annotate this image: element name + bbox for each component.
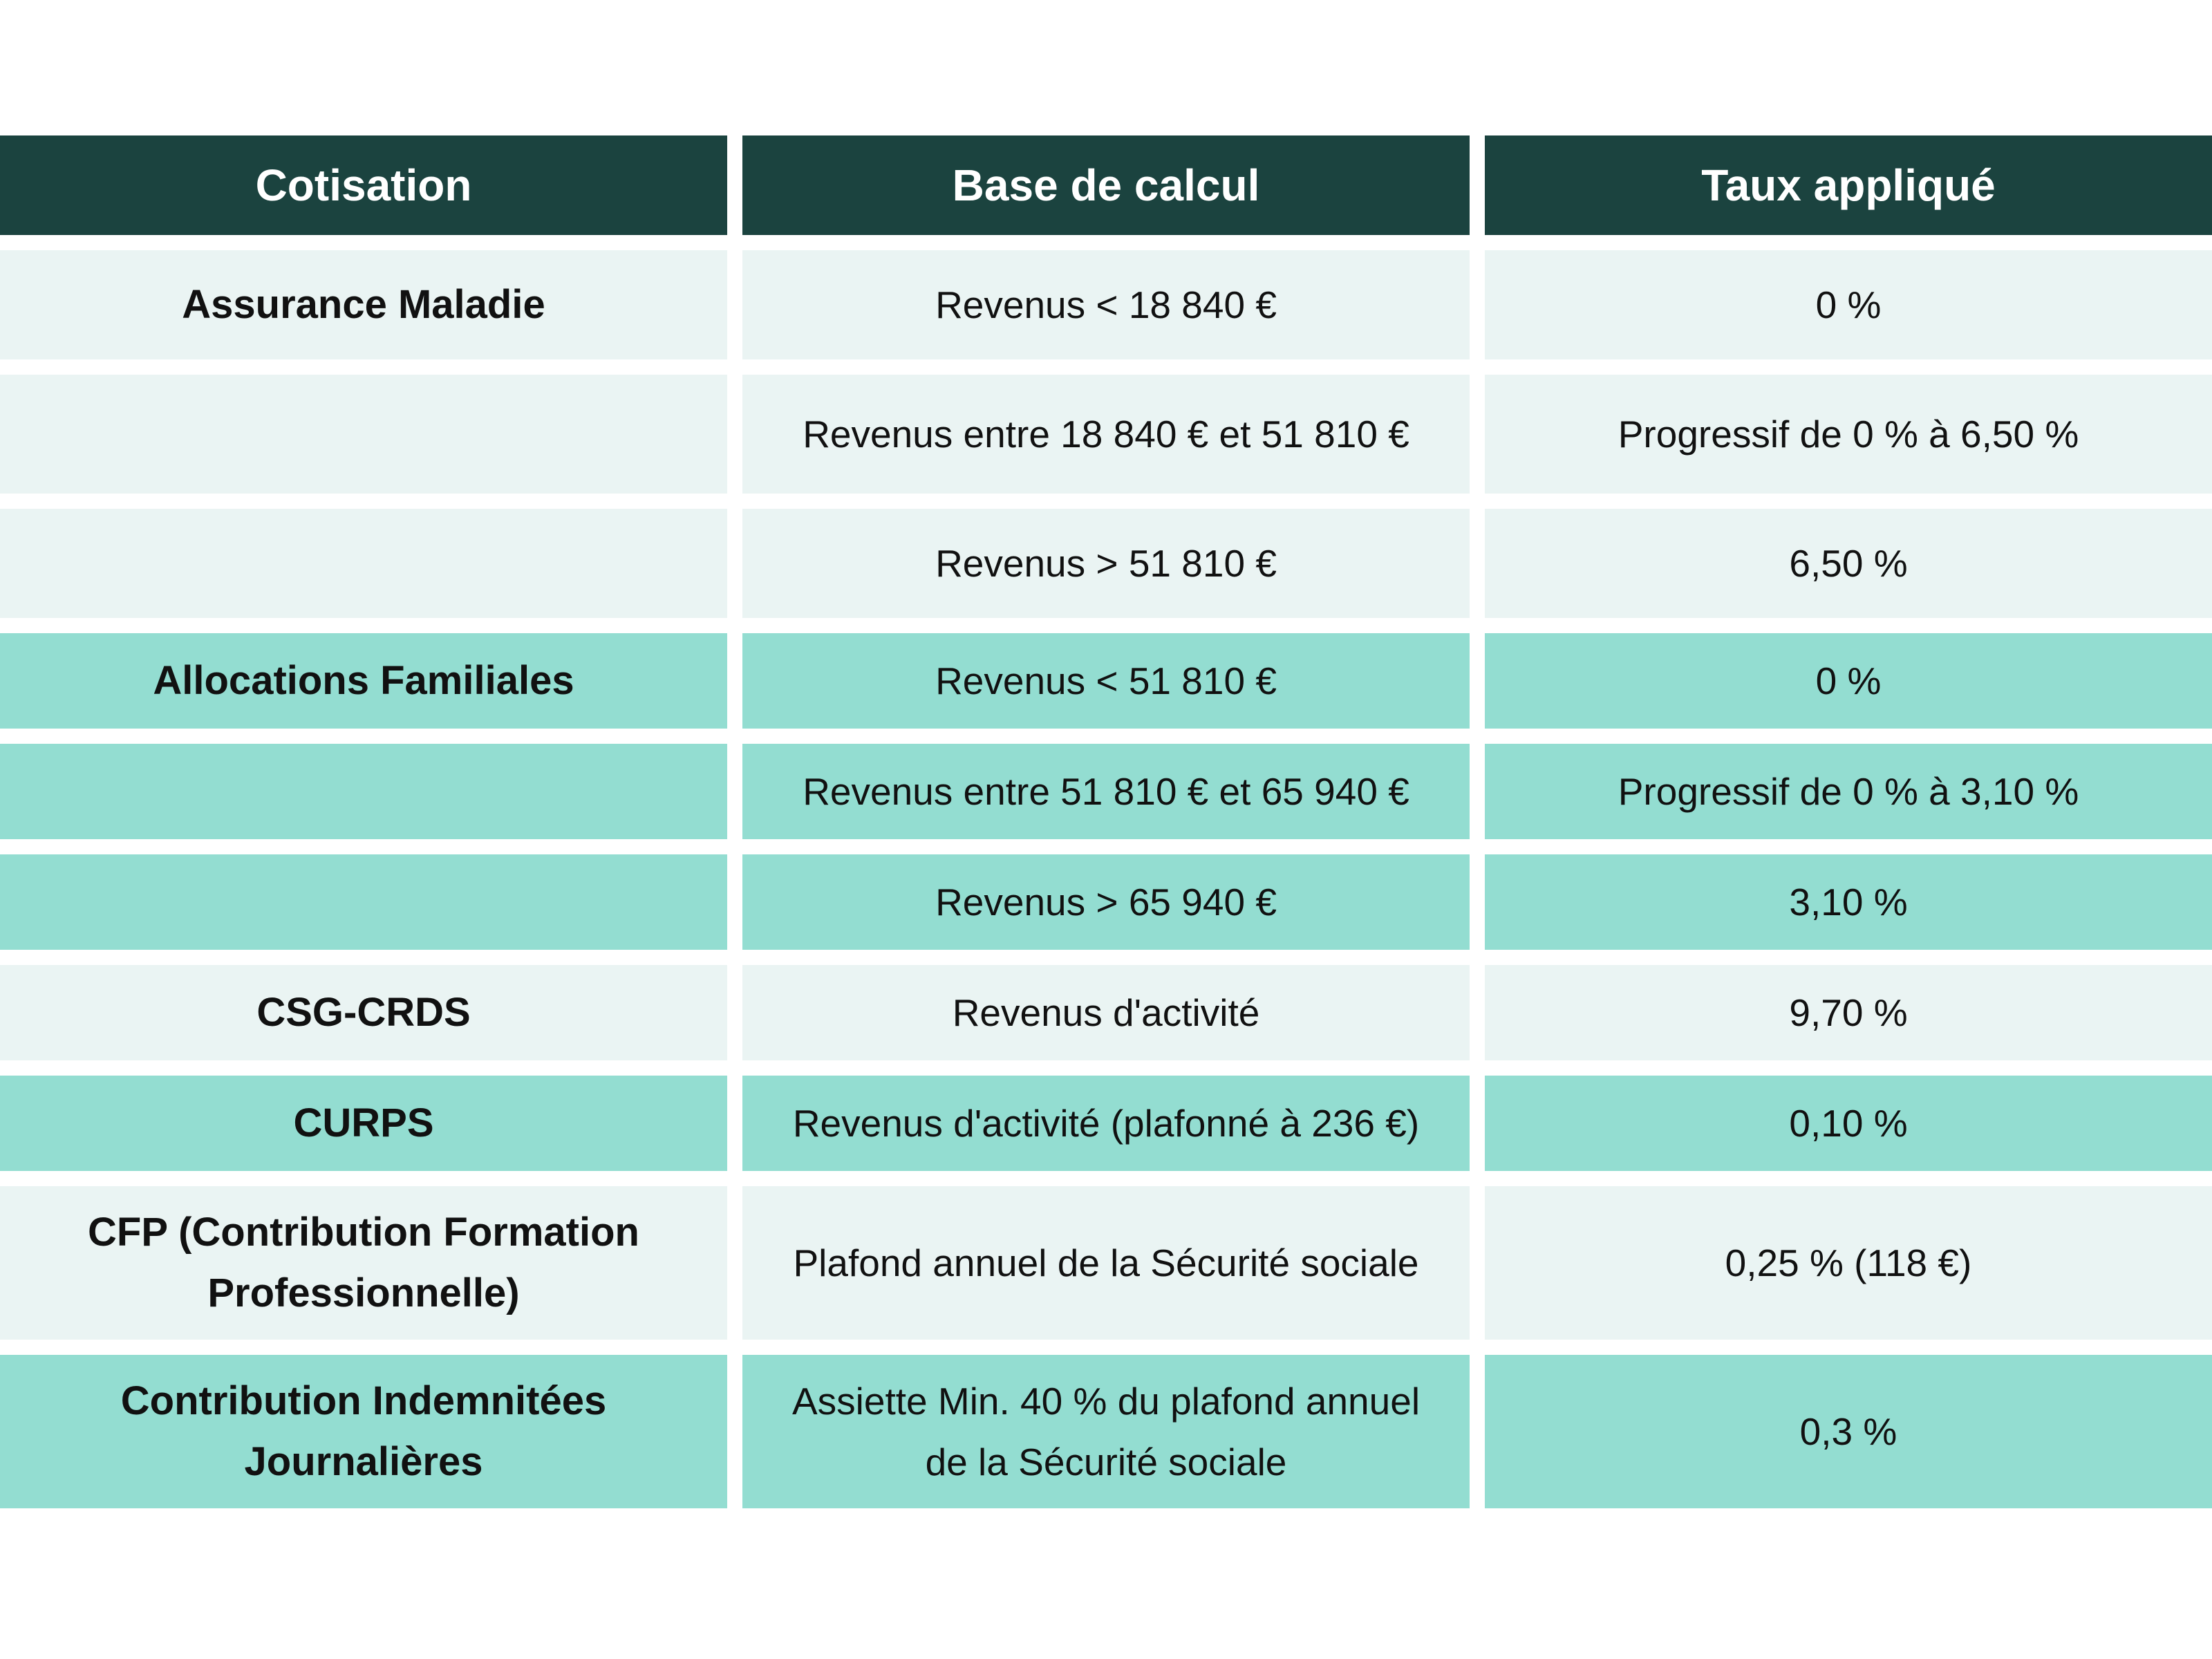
row-cotisation-cell (0, 744, 727, 839)
row-base-cell: Revenus > 65 940 € (742, 854, 1470, 950)
row-cotisation-cell: Contribution Indemnitées Journalières (0, 1355, 727, 1508)
row-taux-cell: Progressif de 0 % à 6,50 % (1485, 375, 2212, 494)
row-base-cell: Revenus entre 18 840 € et 51 810 € (742, 375, 1470, 494)
row-base-cell: Revenus > 51 810 € (742, 509, 1470, 618)
row-base-cell: Revenus < 18 840 € (742, 250, 1470, 359)
row-cotisation-cell (0, 854, 727, 950)
row-taux-cell: 9,70 % (1485, 965, 2212, 1060)
row-base-cell: Revenus d'activité (plafonné à 236 €) (742, 1076, 1470, 1171)
row-cotisation-cell (0, 509, 727, 618)
row-base-cell: Plafond annuel de la Sécurité sociale (742, 1186, 1470, 1340)
row-base-cell: Revenus < 51 810 € (742, 633, 1470, 729)
row-taux-cell: 0 % (1485, 633, 2212, 729)
row-taux-cell: 0,25 % (118 €) (1485, 1186, 2212, 1340)
row-cotisation-cell: CSG-CRDS (0, 965, 727, 1060)
row-cotisation-cell: Assurance Maladie (0, 250, 727, 359)
header-cotisation: Cotisation (0, 135, 727, 235)
row-taux-cell: 0,3 % (1485, 1355, 2212, 1508)
row-base-cell: Revenus entre 51 810 € et 65 940 € (742, 744, 1470, 839)
row-base-cell: Revenus d'activité (742, 965, 1470, 1060)
header-taux-applique: Taux appliqué (1485, 135, 2212, 235)
row-cotisation-cell: CFP (Contribution Formation Professionne… (0, 1186, 727, 1340)
row-taux-cell: Progressif de 0 % à 3,10 % (1485, 744, 2212, 839)
row-taux-cell: 0,10 % (1485, 1076, 2212, 1171)
row-taux-cell: 0 % (1485, 250, 2212, 359)
row-taux-cell: 6,50 % (1485, 509, 2212, 618)
row-taux-cell: 3,10 % (1485, 854, 2212, 950)
cotisations-table: Cotisation Base de calcul Taux appliqué … (0, 135, 2212, 1508)
row-cotisation-cell: Allocations Familiales (0, 633, 727, 729)
row-cotisation-cell: CURPS (0, 1076, 727, 1171)
row-cotisation-cell (0, 375, 727, 494)
row-base-cell: Assiette Min. 40 % du plafond annuel de … (742, 1355, 1470, 1508)
header-base-de-calcul: Base de calcul (742, 135, 1470, 235)
